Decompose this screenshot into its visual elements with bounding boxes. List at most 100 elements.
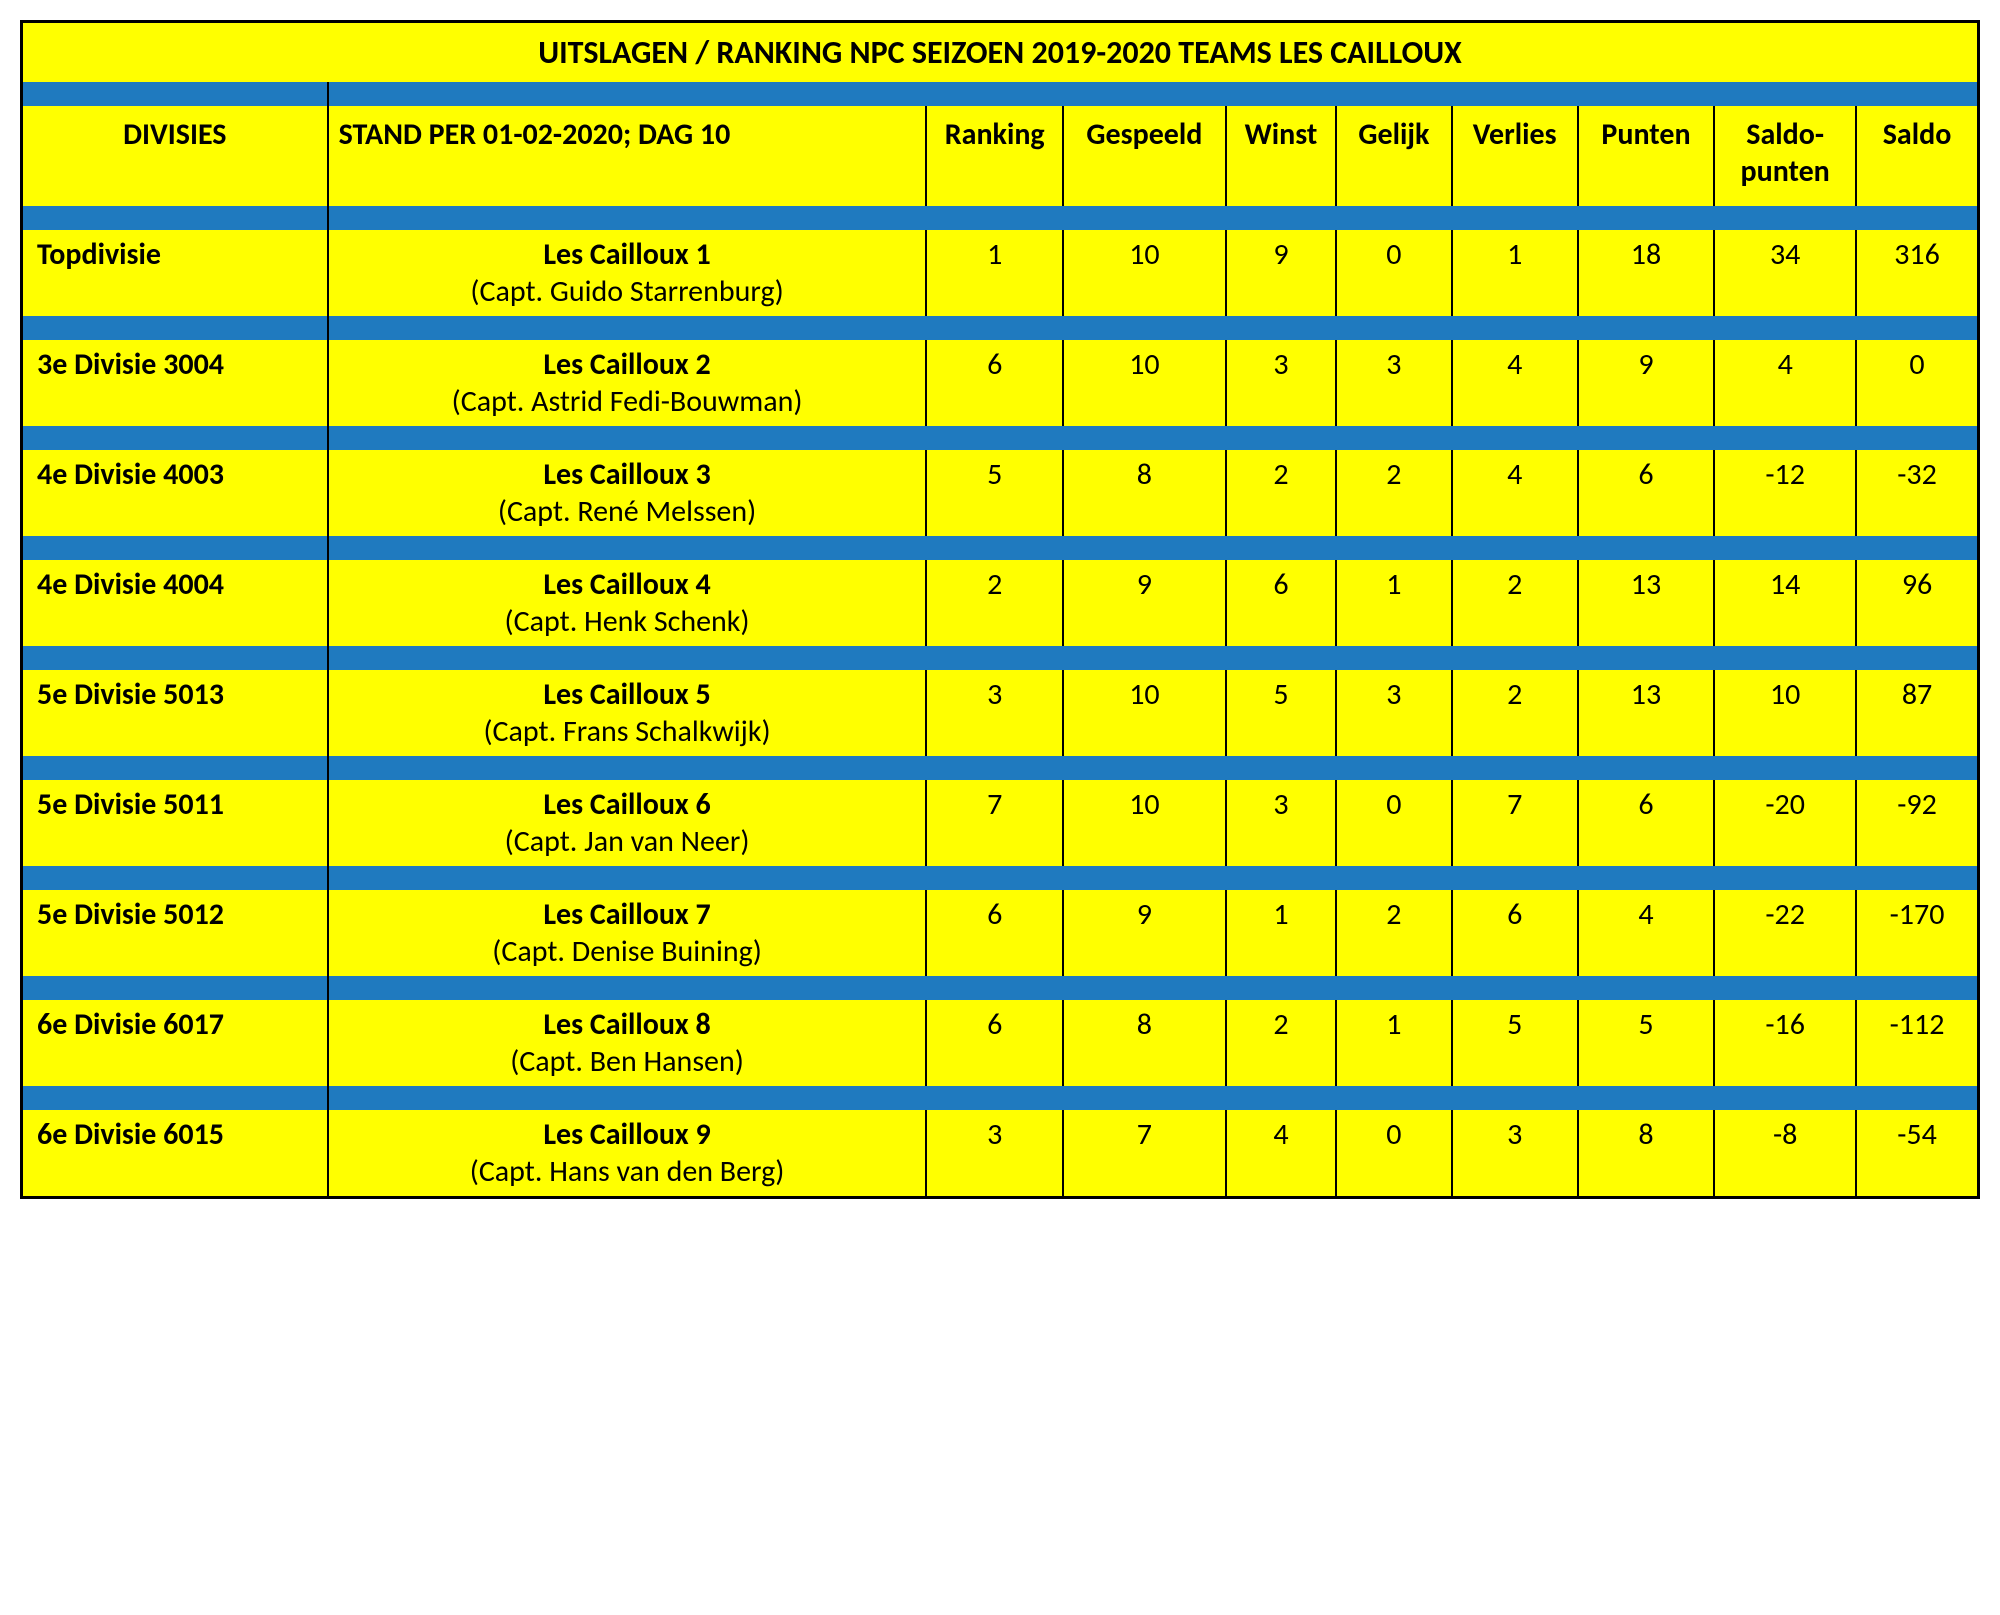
ranking-cell: 7: [926, 780, 1063, 866]
team-cell: Les Cailloux 7(Capt. Denise Buining): [328, 890, 927, 976]
ranking-cell: 6: [926, 340, 1063, 426]
division-cell: 6e Divisie 6017: [23, 1000, 328, 1086]
saldopunten-cell: 34: [1714, 230, 1856, 316]
saldo-cell: -92: [1856, 780, 1977, 866]
header-stand: STAND PER 01-02-2020; DAG 10: [328, 106, 927, 206]
team-name: Les Cailloux 9: [543, 1116, 710, 1153]
punten-cell: 5: [1578, 1000, 1715, 1086]
winst-cell: 4: [1226, 1110, 1336, 1196]
gespeeld-cell: 9: [1063, 890, 1226, 976]
team-captain: (Capt. Jan van Neer): [505, 823, 750, 860]
team-cell: Les Cailloux 1(Capt. Guido Starrenburg): [328, 230, 927, 316]
table-row: 6e Divisie 6015Les Cailloux 9(Capt. Hans…: [23, 1110, 1977, 1196]
punten-cell: 18: [1578, 230, 1715, 316]
team-captain: (Capt. Ben Hansen): [510, 1043, 744, 1080]
division-cell: 4e Divisie 4003: [23, 450, 328, 536]
team-captain: (Capt. Astrid Fedi-Bouwman): [452, 383, 803, 420]
gespeeld-cell: 8: [1063, 1000, 1226, 1086]
winst-cell: 1: [1226, 890, 1336, 976]
team-name: Les Cailloux 2: [543, 346, 710, 383]
saldopunten-cell: 14: [1714, 560, 1856, 646]
separator-row: [23, 866, 1977, 890]
verlies-cell: 7: [1452, 780, 1578, 866]
team-captain: (Capt. Frans Schalkwijk): [483, 713, 770, 750]
gelijk-cell: 2: [1336, 450, 1452, 536]
saldo-cell: -170: [1856, 890, 1977, 976]
team-name: Les Cailloux 8: [543, 1006, 710, 1043]
table-row: 5e Divisie 5012Les Cailloux 7(Capt. Deni…: [23, 890, 1977, 976]
winst-cell: 3: [1226, 780, 1336, 866]
division-cell: 3e Divisie 3004: [23, 340, 328, 426]
team-name: Les Cailloux 5: [543, 676, 710, 713]
punten-cell: 6: [1578, 450, 1715, 536]
team-cell: Les Cailloux 5(Capt. Frans Schalkwijk): [328, 670, 927, 756]
verlies-cell: 3: [1452, 1110, 1578, 1196]
winst-cell: 2: [1226, 1000, 1336, 1086]
table-row: 5e Divisie 5013Les Cailloux 5(Capt. Fran…: [23, 670, 1977, 756]
table-title: UITSLAGEN / RANKING NPC SEIZOEN 2019-202…: [23, 23, 1977, 82]
gelijk-cell: 0: [1336, 230, 1452, 316]
saldopunten-cell: -22: [1714, 890, 1856, 976]
team-cell: Les Cailloux 3(Capt. René Melssen): [328, 450, 927, 536]
separator-row: [23, 206, 1977, 230]
winst-cell: 2: [1226, 450, 1336, 536]
table-row: 4e Divisie 4004Les Cailloux 4(Capt. Henk…: [23, 560, 1977, 646]
verlies-cell: 2: [1452, 560, 1578, 646]
gespeeld-cell: 8: [1063, 450, 1226, 536]
team-name: Les Cailloux 4: [543, 566, 710, 603]
punten-cell: 4: [1578, 890, 1715, 976]
saldo-cell: 0: [1856, 340, 1977, 426]
header-saldopunten-l1: Saldo-: [1746, 116, 1824, 153]
saldo-cell: 316: [1856, 230, 1977, 316]
separator-row: [23, 756, 1977, 780]
ranking-cell: 3: [926, 1110, 1063, 1196]
punten-cell: 13: [1578, 670, 1715, 756]
verlies-cell: 4: [1452, 340, 1578, 426]
ranking-table-container: UITSLAGEN / RANKING NPC SEIZOEN 2019-202…: [20, 20, 1980, 1199]
gelijk-cell: 1: [1336, 1000, 1452, 1086]
ranking-cell: 3: [926, 670, 1063, 756]
header-gespeeld: Gespeeld: [1063, 106, 1226, 206]
header-saldopunten-l2: punten: [1741, 153, 1830, 190]
saldopunten-cell: -16: [1714, 1000, 1856, 1086]
verlies-cell: 2: [1452, 670, 1578, 756]
team-captain: (Capt. René Melssen): [498, 493, 756, 530]
gespeeld-cell: 10: [1063, 670, 1226, 756]
separator-row: [23, 536, 1977, 560]
header-verlies: Verlies: [1452, 106, 1578, 206]
team-cell: Les Cailloux 9(Capt. Hans van den Berg): [328, 1110, 927, 1196]
verlies-cell: 1: [1452, 230, 1578, 316]
gelijk-cell: 1: [1336, 560, 1452, 646]
ranking-cell: 6: [926, 1000, 1063, 1086]
separator-row: [23, 646, 1977, 670]
table-row: 6e Divisie 6017 Les Cailloux 8(Capt. Ben …: [23, 1000, 1977, 1086]
punten-cell: 6: [1578, 780, 1715, 866]
table-row: 4e Divisie 4003Les Cailloux 3(Capt. René…: [23, 450, 1977, 536]
table-row: 5e Divisie 5011Les Cailloux 6(Capt. Jan …: [23, 780, 1977, 866]
header-divisies: DIVISIES: [23, 106, 328, 206]
verlies-cell: 6: [1452, 890, 1578, 976]
punten-cell: 8: [1578, 1110, 1715, 1196]
winst-cell: 3: [1226, 340, 1336, 426]
verlies-cell: 4: [1452, 450, 1578, 536]
ranking-cell: 6: [926, 890, 1063, 976]
header-winst: Winst: [1226, 106, 1336, 206]
ranking-cell: 2: [926, 560, 1063, 646]
gespeeld-cell: 10: [1063, 780, 1226, 866]
saldo-cell: -112: [1856, 1000, 1977, 1086]
saldopunten-cell: 10: [1714, 670, 1856, 756]
division-cell: 5e Divisie 5012: [23, 890, 328, 976]
team-cell: Les Cailloux 2(Capt. Astrid Fedi-Bouwman…: [328, 340, 927, 426]
saldo-cell: 96: [1856, 560, 1977, 646]
team-name: Les Cailloux 6: [543, 786, 710, 823]
header-row: DIVISIES STAND PER 01-02-2020; DAG 10 Ra…: [23, 106, 1977, 206]
table-row: TopdivisieLes Cailloux 1(Capt. Guido Sta…: [23, 230, 1977, 316]
verlies-cell: 5: [1452, 1000, 1578, 1086]
ranking-cell: 5: [926, 450, 1063, 536]
saldopunten-cell: -20: [1714, 780, 1856, 866]
team-cell: Les Cailloux 6(Capt. Jan van Neer): [328, 780, 927, 866]
winst-cell: 5: [1226, 670, 1336, 756]
saldo-cell: -32: [1856, 450, 1977, 536]
saldopunten-cell: -8: [1714, 1110, 1856, 1196]
separator-row: [23, 316, 1977, 340]
